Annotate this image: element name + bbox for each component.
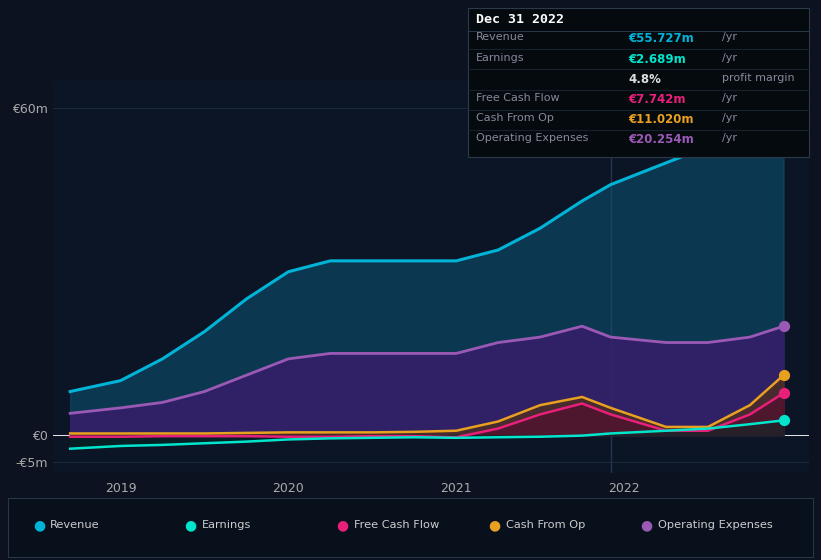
Text: Earnings: Earnings bbox=[476, 53, 525, 63]
Text: Earnings: Earnings bbox=[202, 520, 251, 530]
Text: €20.254m: €20.254m bbox=[628, 133, 694, 146]
Text: Free Cash Flow: Free Cash Flow bbox=[476, 93, 560, 103]
Text: €11.020m: €11.020m bbox=[628, 113, 694, 126]
Text: Cash From Op: Cash From Op bbox=[476, 113, 554, 123]
Text: ●: ● bbox=[33, 518, 45, 532]
Text: ●: ● bbox=[337, 518, 349, 532]
Point bbox=[777, 389, 790, 398]
Text: /yr: /yr bbox=[722, 133, 737, 143]
Text: Revenue: Revenue bbox=[50, 520, 99, 530]
Point bbox=[777, 120, 790, 129]
Text: /yr: /yr bbox=[722, 53, 737, 63]
Text: /yr: /yr bbox=[722, 93, 737, 103]
Text: Operating Expenses: Operating Expenses bbox=[658, 520, 773, 530]
Text: €7.742m: €7.742m bbox=[628, 93, 686, 106]
Text: 4.8%: 4.8% bbox=[628, 73, 661, 86]
Text: ●: ● bbox=[640, 518, 653, 532]
Text: /yr: /yr bbox=[722, 32, 737, 43]
Text: profit margin: profit margin bbox=[722, 73, 795, 83]
Text: /yr: /yr bbox=[722, 113, 737, 123]
Text: Revenue: Revenue bbox=[476, 32, 525, 43]
Text: ●: ● bbox=[185, 518, 197, 532]
Text: Free Cash Flow: Free Cash Flow bbox=[354, 520, 439, 530]
Text: Dec 31 2022: Dec 31 2022 bbox=[476, 13, 564, 26]
Point bbox=[777, 321, 790, 330]
Text: €2.689m: €2.689m bbox=[628, 53, 686, 66]
Text: €55.727m: €55.727m bbox=[628, 32, 694, 45]
Point bbox=[777, 371, 790, 380]
Text: Cash From Op: Cash From Op bbox=[506, 520, 585, 530]
Text: ●: ● bbox=[488, 518, 501, 532]
Text: Operating Expenses: Operating Expenses bbox=[476, 133, 589, 143]
Point bbox=[777, 416, 790, 425]
